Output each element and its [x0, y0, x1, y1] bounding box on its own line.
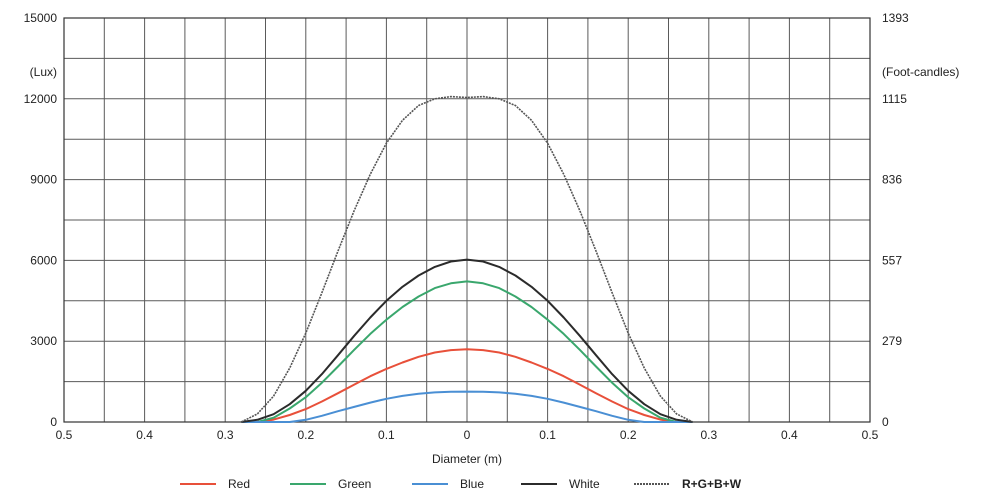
x-tick-label: 0.3 — [700, 428, 717, 442]
y-axis-right-unit-label: (Foot-candles) — [882, 65, 959, 79]
legend-label: White — [569, 477, 600, 491]
x-tick-label: 0.1 — [378, 428, 395, 442]
series-lines — [240, 95, 694, 423]
x-axis-label: Diameter (m) — [432, 452, 502, 466]
y-right-tick-label: 836 — [882, 173, 902, 187]
x-tick-label: 0.1 — [539, 428, 556, 442]
x-tick-label: 0.2 — [620, 428, 637, 442]
y-right-tick-label: 557 — [882, 253, 902, 267]
series-line-red — [241, 348, 693, 423]
y-right-tick-label: 1393 — [882, 11, 909, 25]
legend-label: Green — [338, 477, 371, 491]
x-tick-label: 0.5 — [56, 428, 73, 442]
plot-frame — [63, 17, 871, 423]
tick-labels: 0 3000 6000 9000 12000 15000 0 279 557 836 1115 139… — [24, 11, 909, 442]
x-tick-label: 0.2 — [297, 428, 314, 442]
x-tick-label: 0.5 — [862, 428, 879, 442]
y-left-tick-label: 12000 — [24, 92, 58, 106]
series-line-blue — [241, 390, 693, 423]
legend-label: R+G+B+W — [682, 477, 742, 491]
series-line-white — [241, 258, 693, 423]
y-left-tick-label: 6000 — [30, 253, 57, 267]
y-right-tick-label: 1115 — [882, 92, 907, 106]
x-tick-label: 0.4 — [136, 428, 153, 442]
series-line-green — [241, 280, 693, 423]
y-right-tick-label: 279 — [882, 334, 902, 348]
series-line-r-g-b-w — [240, 95, 694, 423]
y-left-tick-label: 9000 — [30, 173, 57, 187]
legend-label: Blue — [460, 477, 484, 491]
x-tick-label: 0.4 — [781, 428, 798, 442]
x-tick-label: 0 — [464, 428, 471, 442]
x-tick-label: 0.3 — [217, 428, 234, 442]
legend-label: Red — [228, 477, 250, 491]
y-left-tick-label: 0 — [50, 415, 57, 429]
y-left-tick-label: 3000 — [30, 334, 57, 348]
y-left-tick-label: 15000 — [24, 11, 58, 25]
y-right-tick-label: 0 — [882, 415, 889, 429]
grid — [63, 17, 871, 423]
legend: Red Green Blue White R+G+B+W — [180, 477, 742, 491]
y-axis-left-unit-label: (Lux) — [30, 65, 57, 79]
